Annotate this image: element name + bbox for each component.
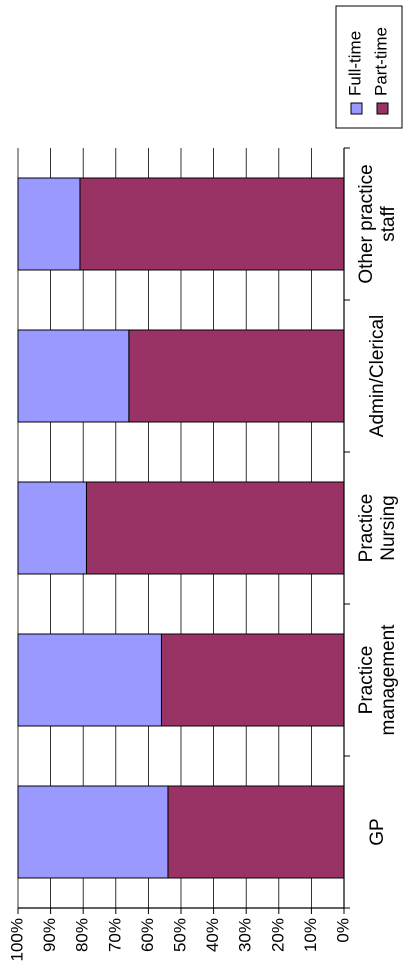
legend-label: Full-time: [345, 31, 364, 96]
value-tick-label: 30%: [236, 918, 255, 952]
bar-segment-part-time: [85, 481, 345, 575]
category-label: Other practice: [356, 164, 377, 283]
bar-segment-part-time: [160, 633, 345, 727]
bar-segment-full-time: [17, 633, 162, 727]
legend-label: Part-time: [371, 27, 390, 96]
legend-swatch: [376, 102, 389, 115]
value-tick-label: 50%: [170, 918, 189, 952]
value-tick-label: 10%: [301, 918, 320, 952]
value-tick-label: 0%: [333, 918, 352, 943]
value-tick-label: 90%: [40, 918, 59, 952]
bar-segment-part-time: [167, 785, 345, 879]
category-label: Practice: [356, 494, 377, 563]
bar-segment-full-time: [17, 481, 87, 575]
bar-segment-part-time: [79, 177, 345, 271]
category-label: Admin/Clerical: [367, 315, 388, 437]
bars: [17, 177, 345, 879]
bar-segment-part-time: [128, 329, 345, 423]
category-label: management: [378, 624, 399, 736]
legend-swatch: [350, 102, 363, 115]
category-label: GP: [367, 818, 388, 845]
axes: [17, 147, 350, 914]
bar-segment-full-time: [17, 785, 169, 879]
value-tick-label: 20%: [268, 918, 287, 952]
category-label: Nursing: [378, 495, 399, 560]
bar-segment-full-time: [17, 177, 81, 271]
category-label: Practice: [356, 646, 377, 715]
bar-segment-full-time: [17, 329, 130, 423]
legend-box: [335, 5, 403, 129]
value-tick-label: 80%: [73, 918, 92, 952]
category-label: staff: [378, 206, 399, 242]
value-tick-label: 100%: [7, 918, 26, 961]
legend: Full-time Part-time: [335, 5, 403, 129]
value-tick-label: 40%: [203, 918, 222, 952]
value-tick-label: 60%: [138, 918, 157, 952]
value-tick-labels: 0% 10% 20% 30% 40% 50% 60% 70% 80% 90% 100%: [7, 918, 352, 961]
value-tick-label: 70%: [105, 918, 124, 952]
